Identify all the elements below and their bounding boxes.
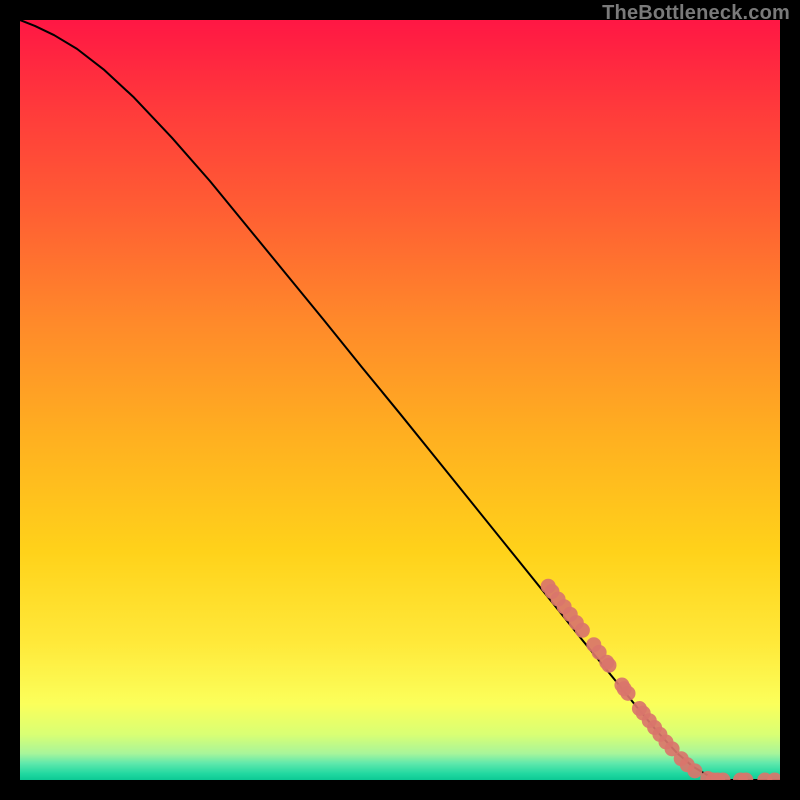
curve-marker (602, 658, 617, 673)
curve-marker (621, 686, 636, 701)
gradient-background (20, 20, 780, 780)
bottleneck-chart (20, 20, 780, 780)
chart-stage: TheBottleneck.com (0, 0, 800, 800)
curve-marker (687, 763, 702, 778)
curve-marker (575, 623, 590, 638)
